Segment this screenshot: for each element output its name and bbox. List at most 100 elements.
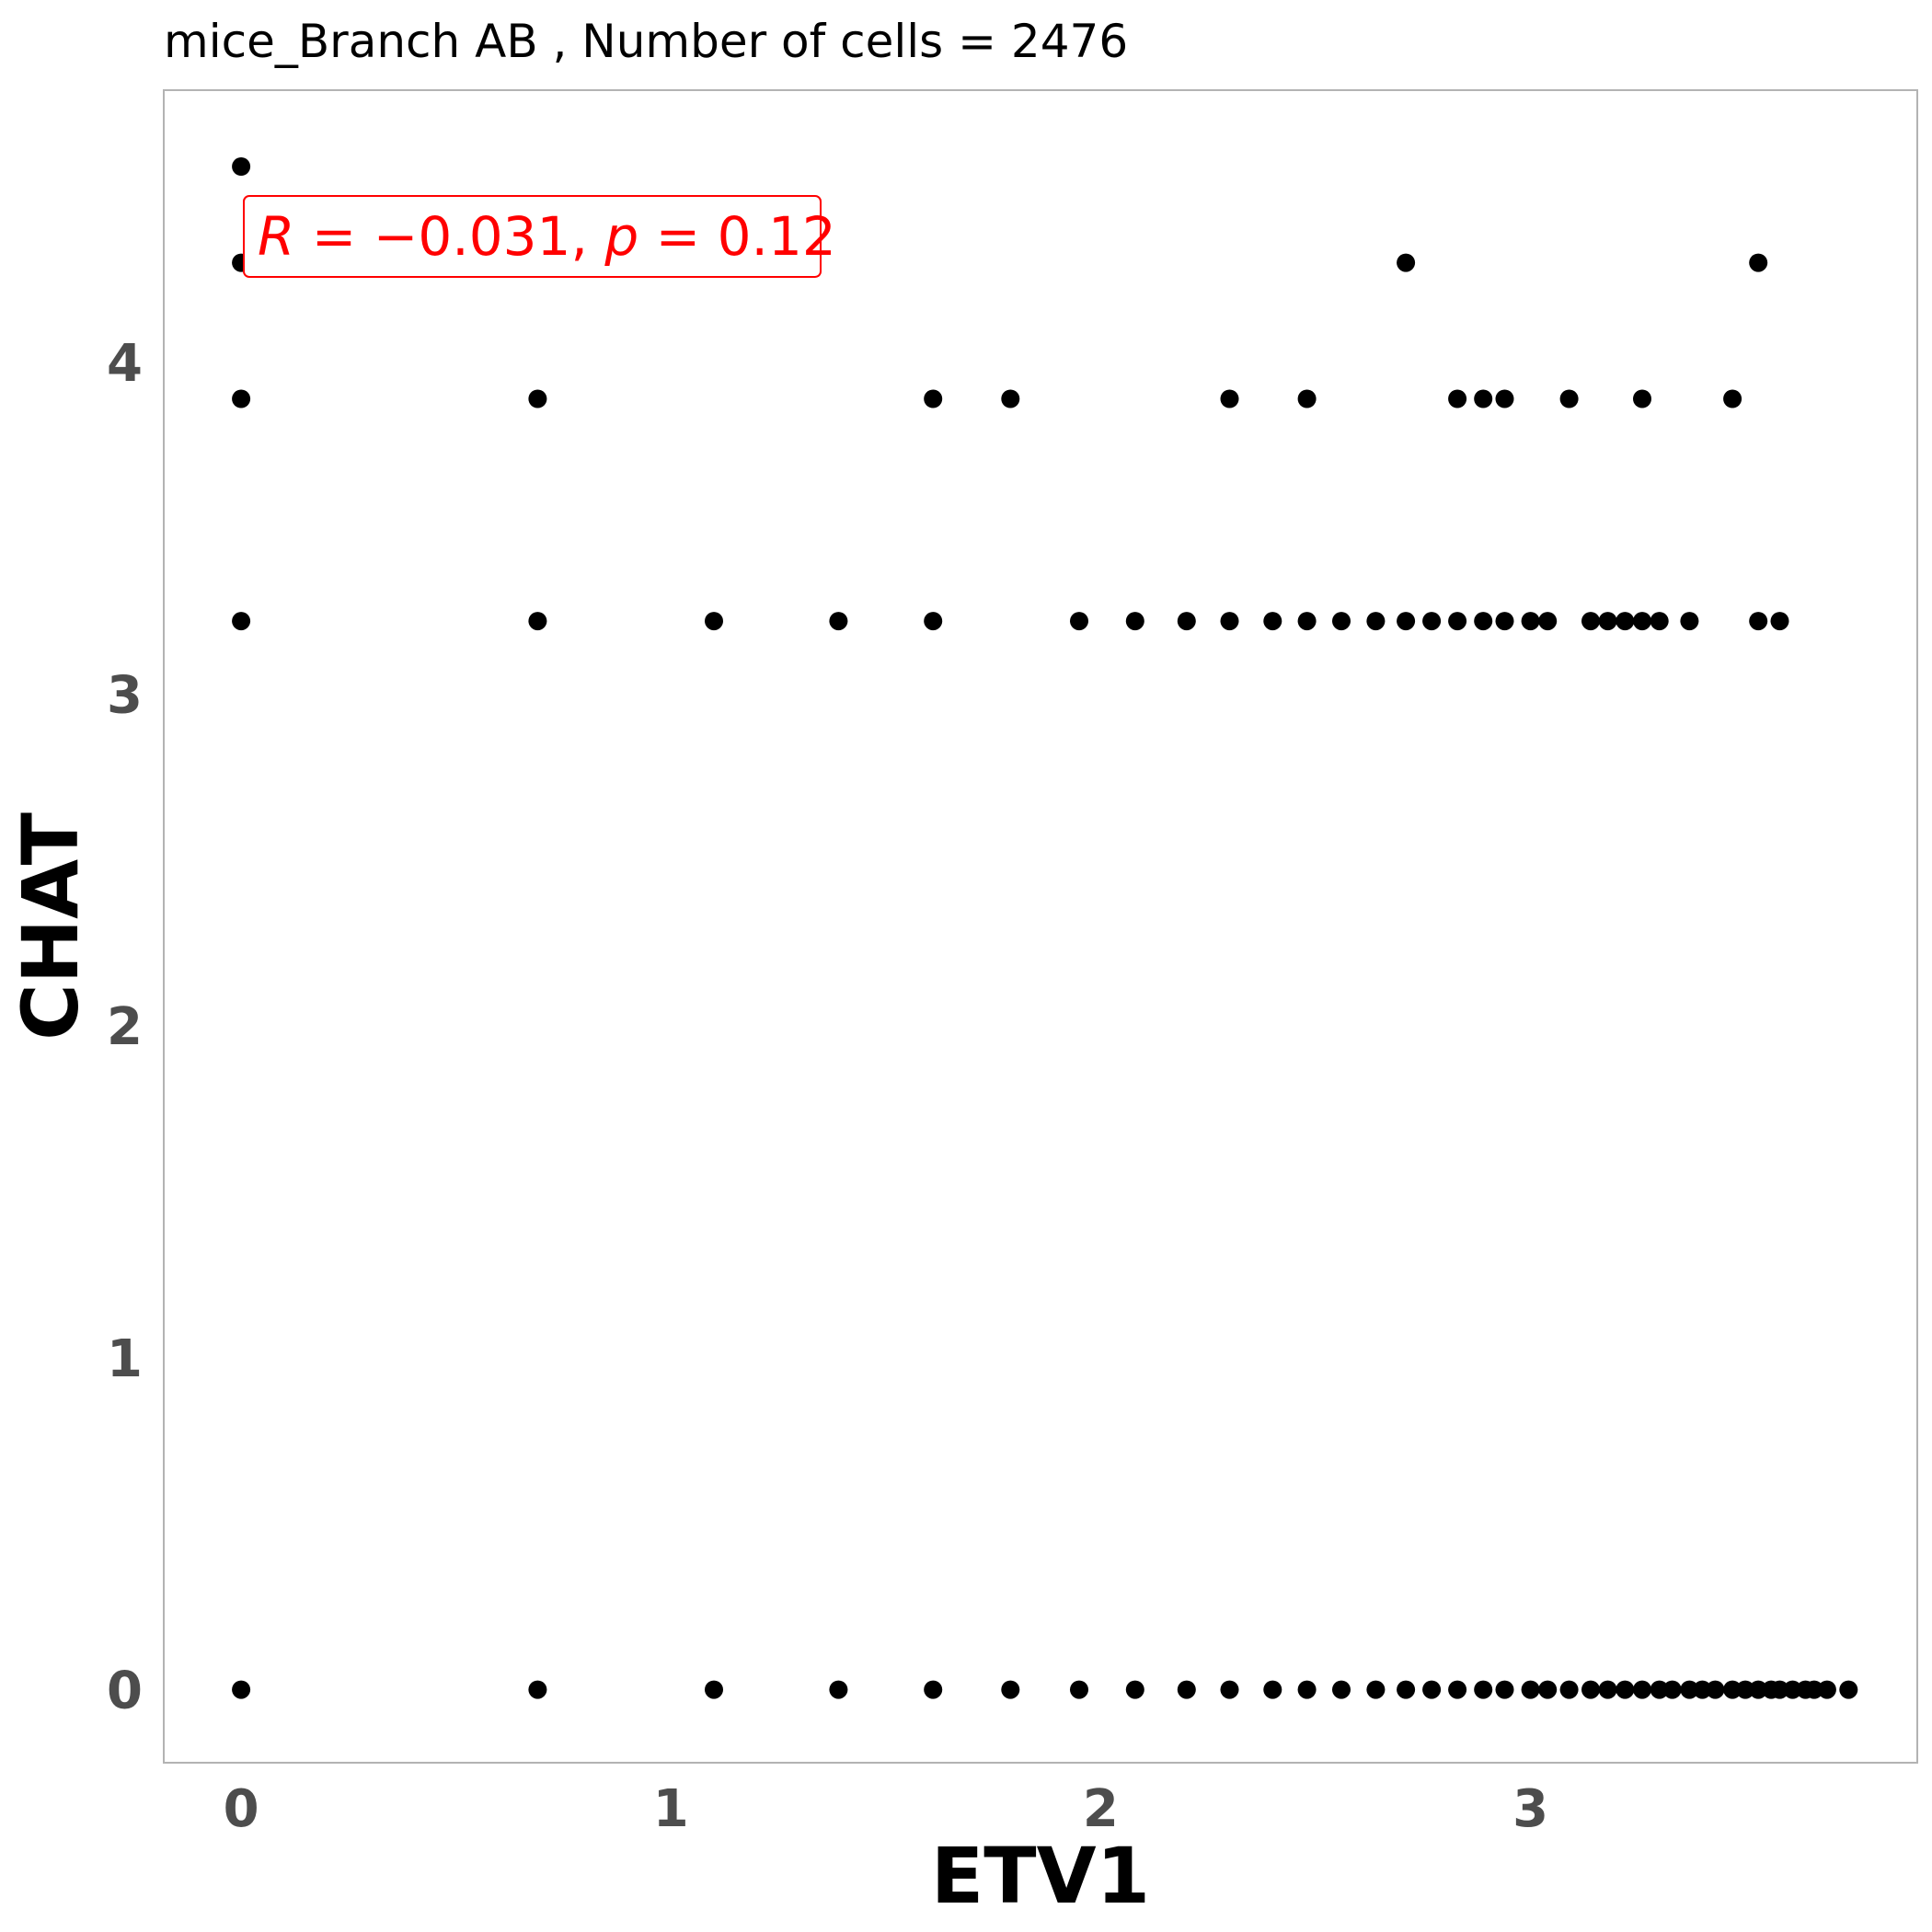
data-point-32 (1448, 612, 1467, 631)
data-point-60 (1448, 1680, 1467, 1699)
data-point-8 (1220, 389, 1239, 408)
annotation-text: R = −0.031, p = 0.12 (258, 205, 836, 268)
data-point-83 (1817, 1680, 1836, 1699)
data-point-11 (1474, 389, 1493, 408)
annotation-separator: , (570, 205, 604, 268)
data-point-70 (1650, 1680, 1669, 1699)
data-point-75 (1723, 1680, 1742, 1699)
data-point-69 (1633, 1680, 1651, 1699)
data-point-0 (232, 157, 251, 176)
correlation-annotation: R = −0.031, p = 0.12 (243, 195, 836, 278)
data-point-10 (1448, 389, 1467, 408)
data-point-58 (1397, 1680, 1416, 1699)
r-label: R (258, 205, 294, 268)
r-equals: = (294, 205, 373, 268)
y-tick-label-0: 0 (107, 1662, 143, 1721)
y-tick-label-2: 2 (107, 997, 143, 1057)
y-tick-label-4: 4 (107, 334, 143, 394)
chart-title: mice_Branch AB , Number of cells = 2476 (164, 15, 1128, 68)
p-value: 0.12 (718, 205, 836, 268)
data-point-3 (232, 612, 251, 631)
data-point-37 (1581, 612, 1600, 631)
y-tick-label-3: 3 (107, 666, 143, 726)
data-point-6 (924, 389, 943, 408)
data-point-44 (1770, 612, 1789, 631)
x-tick-label-3: 3 (1512, 1779, 1548, 1839)
data-point-24 (1177, 612, 1196, 631)
data-point-25 (1220, 612, 1239, 631)
data-point-77 (1749, 1680, 1768, 1699)
data-point-18 (528, 612, 547, 631)
data-point-26 (1263, 612, 1282, 631)
plot-frame (163, 89, 1918, 1764)
data-point-36 (1538, 612, 1558, 631)
data-point-80 (1783, 1680, 1802, 1699)
data-point-61 (1474, 1680, 1493, 1699)
data-point-30 (1397, 612, 1416, 631)
data-point-20 (829, 612, 848, 631)
data-point-50 (1070, 1680, 1088, 1699)
data-point-56 (1332, 1680, 1351, 1699)
data-point-35 (1521, 612, 1540, 631)
data-point-33 (1474, 612, 1493, 631)
data-point-22 (1070, 612, 1088, 631)
x-axis-label: ETV1 (931, 1831, 1150, 1921)
data-point-62 (1495, 1680, 1514, 1699)
data-point-14 (1633, 389, 1651, 408)
data-point-41 (1650, 612, 1669, 631)
data-point-31 (1422, 612, 1442, 631)
data-point-48 (924, 1680, 943, 1699)
p-equals: = (638, 205, 717, 268)
data-point-15 (1723, 389, 1742, 408)
data-point-9 (1297, 389, 1317, 408)
data-point-72 (1680, 1680, 1699, 1699)
data-point-47 (829, 1680, 848, 1699)
data-point-53 (1220, 1680, 1239, 1699)
x-tick-label-0: 0 (224, 1779, 259, 1839)
data-point-7 (1001, 389, 1020, 408)
data-point-73 (1693, 1680, 1712, 1699)
data-point-59 (1422, 1680, 1442, 1699)
data-point-13 (1559, 389, 1579, 408)
data-point-42 (1680, 612, 1699, 631)
data-points (232, 157, 1858, 1699)
data-point-49 (1001, 1680, 1020, 1699)
data-point-66 (1581, 1680, 1600, 1699)
data-point-68 (1616, 1680, 1635, 1699)
data-point-5 (528, 389, 547, 408)
data-point-12 (1495, 389, 1514, 408)
data-point-71 (1662, 1680, 1682, 1699)
data-point-46 (705, 1680, 723, 1699)
data-point-79 (1770, 1680, 1789, 1699)
data-point-65 (1559, 1680, 1579, 1699)
x-axis-ticks: 0 1 2 3 (224, 1779, 1548, 1839)
data-point-17 (1749, 253, 1768, 272)
data-point-34 (1495, 612, 1514, 631)
annotation-box (243, 195, 822, 278)
x-tick-label-1: 1 (653, 1779, 689, 1839)
data-point-51 (1125, 1680, 1144, 1699)
data-point-16 (1397, 253, 1416, 272)
data-point-76 (1736, 1680, 1755, 1699)
y-axis-label: CHAT (6, 812, 96, 1041)
data-point-43 (1749, 612, 1768, 631)
data-point-29 (1366, 612, 1386, 631)
y-tick-label-1: 1 (107, 1329, 143, 1389)
r-value: −0.031 (374, 205, 571, 268)
data-point-39 (1616, 612, 1635, 631)
data-point-67 (1598, 1680, 1617, 1699)
data-point-23 (1125, 612, 1144, 631)
data-point-54 (1263, 1680, 1282, 1699)
data-point-45 (528, 1680, 547, 1699)
data-point-64 (1538, 1680, 1558, 1699)
data-point-19 (705, 612, 723, 631)
y-axis-ticks: 0 1 2 3 4 (107, 334, 143, 1721)
data-point-2 (232, 389, 251, 408)
data-point-84 (1839, 1680, 1858, 1699)
data-point-40 (1633, 612, 1651, 631)
data-point-4 (232, 1680, 251, 1699)
data-point-74 (1706, 1680, 1725, 1699)
data-point-82 (1804, 1680, 1823, 1699)
data-point-21 (924, 612, 943, 631)
